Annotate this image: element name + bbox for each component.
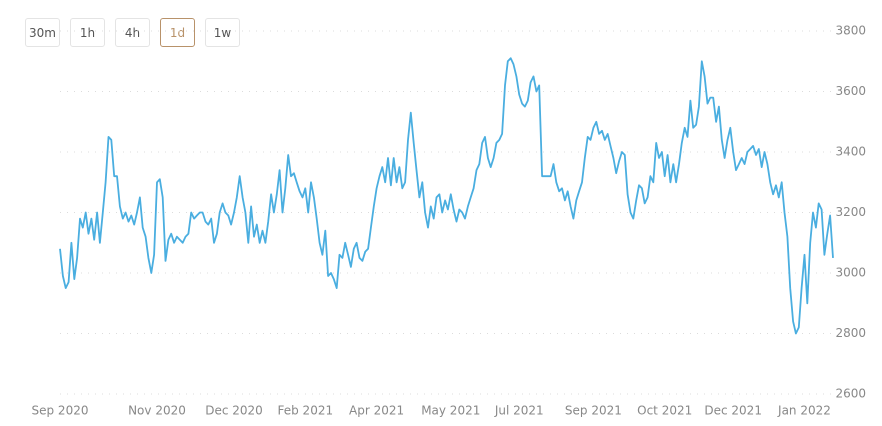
price-line (59, 57, 834, 335)
interval-button[interactable]: 1d (160, 18, 195, 47)
y-tick-label: 3400 (835, 145, 866, 159)
y-tick-label: 2600 (835, 387, 866, 401)
x-tick-label: Dec 2021 (704, 404, 762, 418)
y-tick-label: 3600 (835, 84, 866, 98)
x-tick-label: Nov 2020 (128, 404, 186, 418)
x-tick-label: Sep 2021 (565, 404, 622, 418)
x-tick-label: Jul 2021 (494, 404, 544, 418)
interval-button[interactable]: 1w (205, 18, 240, 47)
interval-toolbar: 30m 1h 4h 1d 1w (25, 18, 240, 47)
y-tick-label: 2800 (835, 326, 866, 340)
x-tick-label: Sep 2020 (32, 404, 89, 418)
x-tick-label: Oct 2021 (637, 404, 692, 418)
x-tick-label: Jan 2022 (777, 404, 831, 418)
interval-button[interactable]: 4h (115, 18, 150, 47)
x-tick-label: Feb 2021 (278, 404, 334, 418)
x-tick-label: Apr 2021 (349, 404, 404, 418)
y-tick-label: 3000 (835, 266, 866, 280)
y-tick-label: 3800 (835, 24, 866, 38)
x-tick-label: Dec 2020 (205, 404, 263, 418)
interval-button[interactable]: 30m (25, 18, 60, 47)
y-tick-label: 3200 (835, 205, 866, 219)
x-tick-label: May 2021 (421, 404, 480, 418)
interval-button[interactable]: 1h (70, 18, 105, 47)
